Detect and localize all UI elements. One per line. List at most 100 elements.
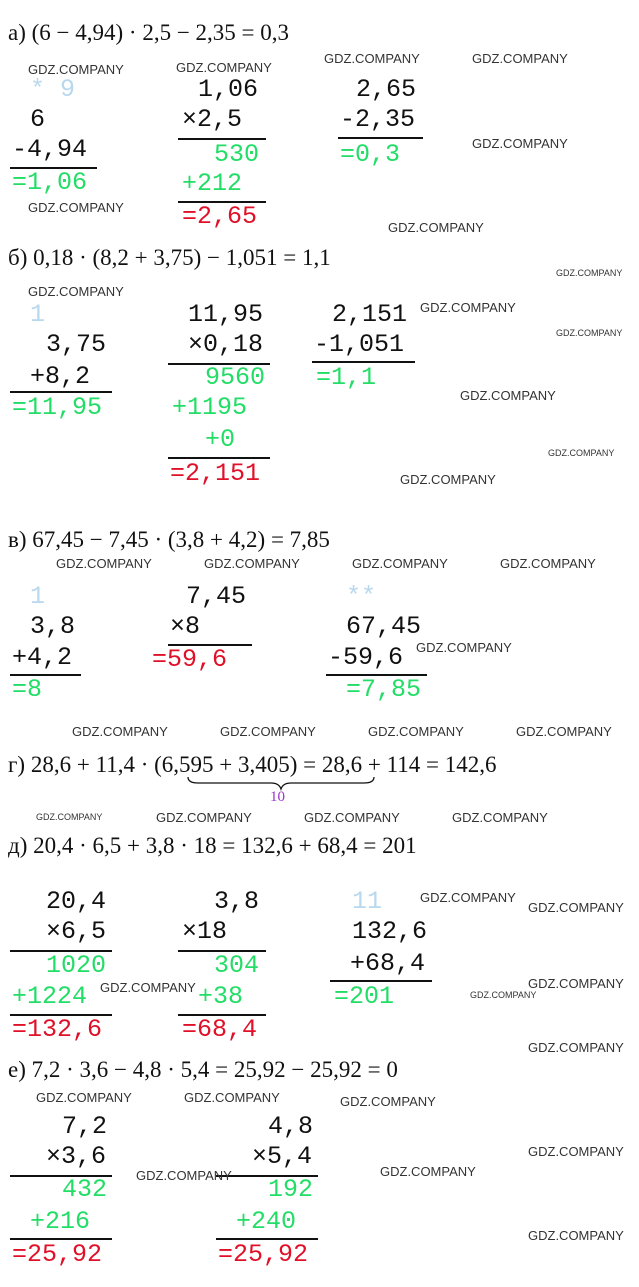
result-line [178,138,266,140]
watermark: GDZ.COMPANY [556,328,623,338]
result-line [168,644,252,646]
watermark: GDZ.COMPANY [420,300,516,315]
watermark: GDZ.COMPANY [516,724,612,739]
calc-row: 304 [214,951,260,980]
underbrace [187,776,375,791]
result-line [178,950,266,952]
watermark: GDZ.COMPANY [220,724,316,739]
result-line [216,1175,318,1177]
equation: д) 20,4 · 6,5 + 3,8 · 18 = 132,6 + 68,4 … [8,833,417,858]
calc-row: 3,8 [30,612,76,641]
watermark: GDZ.COMPANY [36,812,103,822]
calc-row: +240 [236,1207,297,1236]
calc-row: +1224 [12,982,88,1011]
calc-row: =1,06 [12,168,88,197]
watermark: GDZ.COMPANY [472,51,568,66]
watermark: GDZ.COMPANY [388,220,484,235]
result-line [10,167,97,169]
calc-row: 530 [214,140,260,169]
result-line [338,137,423,139]
brace-label: 10 [270,789,285,805]
calc-row: 6 [30,105,46,134]
calc-row: ×6,5 [46,917,107,946]
result-line [10,391,112,393]
calc-row: =201 [334,982,395,1011]
watermark: GDZ.COMPANY [452,810,548,825]
calc-row: 1,06 [198,75,259,104]
watermark: GDZ.COMPANY [472,136,568,151]
calc-row: +1195 [172,393,248,422]
calc-row: ×0,18 [188,330,264,359]
watermark: GDZ.COMPANY [380,1164,476,1179]
carry-digit: ** [346,582,377,611]
watermark: GDZ.COMPANY [28,200,124,215]
calc-row: =59,6 [152,645,228,674]
calc-row: 7,2 [62,1112,108,1141]
calc-row: =132,6 [12,1015,103,1044]
result-line [330,980,432,982]
carry-digit: 11 [352,887,383,916]
calc-row: -2,35 [340,105,416,134]
result-line [178,1014,266,1016]
watermark: GDZ.COMPANY [528,1040,624,1055]
result-line [10,674,81,676]
calc-row: =25,92 [12,1240,103,1269]
calc-row: =0,3 [340,140,401,169]
calc-row: 132,6 [352,917,428,946]
watermark: GDZ.COMPANY [72,724,168,739]
calc-row: 1020 [46,951,107,980]
equation: а) (6 − 4,94) · 2,5 − 2,35 = 0,3 [8,20,290,45]
watermark: GDZ.COMPANY [136,1168,232,1183]
equation: е) 7,2 · 3,6 − 4,8 · 5,4 = 25,92 − 25,92… [8,1057,398,1082]
watermark: GDZ.COMPANY [556,268,623,278]
watermark: GDZ.COMPANY [470,990,537,1000]
result-line [168,363,270,365]
calc-row: =8 [12,675,43,704]
equation: б) 0,18 · (8,2 + 3,75) − 1,051 = 1,1 [8,245,331,270]
calc-row: 3,8 [214,887,260,916]
watermark: GDZ.COMPANY [528,900,624,915]
calc-row: =2,65 [182,202,258,231]
watermark: GDZ.COMPANY [304,810,400,825]
watermark: GDZ.COMPANY [400,472,496,487]
calc-row: +8,2 [30,362,91,391]
calc-row: +212 [182,169,243,198]
calc-row: -1,051 [314,330,405,359]
watermark: GDZ.COMPANY [100,980,196,995]
watermark: GDZ.COMPANY [56,556,152,571]
watermark: GDZ.COMPANY [368,724,464,739]
calc-row: +68,4 [350,949,426,978]
calc-row: =11,95 [12,393,103,422]
watermark: GDZ.COMPANY [500,556,596,571]
calc-row: +4,2 [12,643,73,672]
calc-row: =7,85 [346,675,422,704]
calc-row: =1,1 [316,363,377,392]
watermark: GDZ.COMPANY [420,890,516,905]
watermark: GDZ.COMPANY [184,1090,280,1105]
result-line [10,1014,112,1016]
watermark: GDZ.COMPANY [416,640,512,655]
watermark: GDZ.COMPANY [340,1094,436,1109]
calc-row: 11,95 [188,300,264,329]
watermark: GDZ.COMPANY [324,51,420,66]
calc-row: =68,4 [182,1015,258,1044]
calc-row: ×2,5 [182,105,243,134]
calc-row: -4,94 [12,135,88,164]
calc-row: 7,45 [186,582,247,611]
watermark: GDZ.COMPANY [528,1144,624,1159]
calc-row: +216 [30,1207,91,1236]
calc-row: 4,8 [268,1112,314,1141]
calc-row: ×8 [170,612,201,641]
result-line [10,950,112,952]
result-line [178,201,266,203]
calc-row: +38 [198,982,244,1011]
calc-row: 2,151 [332,300,408,329]
watermark: GDZ.COMPANY [528,1228,624,1243]
calc-row: -59,6 [328,643,404,672]
calc-row: +0 [205,425,236,454]
equation: в) 67,45 − 7,45 · (3,8 + 4,2) = 7,85 [8,527,330,552]
result-line [312,361,415,363]
calc-row: =25,92 [218,1240,309,1269]
calc-row: ×5,4 [252,1142,313,1171]
